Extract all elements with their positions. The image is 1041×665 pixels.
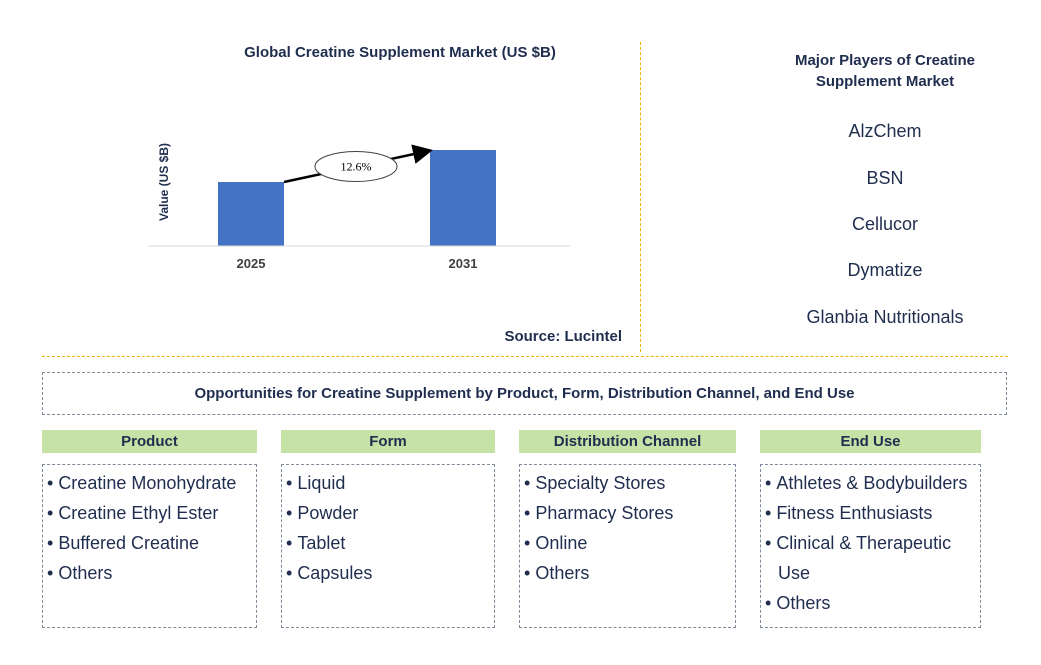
category-list-product: Creatine Monohydrate Creatine Ethyl Este… (42, 464, 257, 628)
list-item: Buffered Creatine (47, 528, 256, 558)
list-item: Specialty Stores (524, 468, 735, 498)
player-item: Dymatize (847, 260, 923, 280)
list-item: Pharmacy Stores (524, 498, 735, 528)
list-item: Online (524, 528, 735, 558)
players-title: Major Players of Creatine Supplement Mar… (794, 52, 976, 90)
category-list-distribution-channel: Specialty Stores Pharmacy Stores Online … (519, 464, 736, 628)
x-tick-label: 2025 (237, 256, 266, 271)
list-item: Clinical & Therapeutic Use (765, 528, 980, 588)
list-item: Fitness Enthusiasts (765, 498, 980, 528)
category-list-form: Liquid Powder Tablet Capsules (281, 464, 495, 628)
list-item: Tablet (286, 528, 494, 558)
horizontal-divider (42, 356, 1008, 357)
category-list-end-use: Athletes & Bodybuilders Fitness Enthusia… (760, 464, 981, 628)
list-item: Capsules (286, 558, 494, 588)
growth-label: 12.6% (341, 160, 372, 174)
player-item: Cellucor (851, 214, 919, 234)
player-item: BSN (866, 168, 904, 188)
category-header-form: Form (281, 430, 495, 453)
opportunities-title: Opportunities for Creatine Supplement by… (42, 372, 1007, 415)
bar-2031 (430, 150, 496, 246)
player-item: Glanbia Nutritionals (806, 307, 964, 327)
vertical-divider (640, 42, 641, 352)
list-item: Athletes & Bodybuilders (765, 468, 980, 498)
list-item: Others (524, 558, 735, 588)
x-tick-label: 2031 (449, 256, 478, 271)
list-item: Creatine Ethyl Ester (47, 498, 256, 528)
list-item: Creatine Monohydrate (47, 468, 256, 498)
list-item: Liquid (286, 468, 494, 498)
category-header-product: Product (42, 430, 257, 453)
player-item: AlzChem (848, 121, 922, 141)
bar-2025 (218, 182, 284, 246)
list-item: Others (47, 558, 256, 588)
category-header-end-use: End Use (760, 430, 981, 453)
source-note: Source: Lucintel (504, 328, 622, 345)
bar-chart: Value (US $B) 2025 2031 12.6% (148, 143, 570, 271)
y-axis-label: Value (US $B) (157, 143, 171, 221)
category-header-distribution-channel: Distribution Channel (519, 430, 736, 453)
growth-label-ellipse (314, 151, 398, 182)
chart-title: Global Creatine Supplement Market (US $B… (244, 44, 556, 61)
list-item: Powder (286, 498, 494, 528)
list-item: Others (765, 588, 980, 618)
